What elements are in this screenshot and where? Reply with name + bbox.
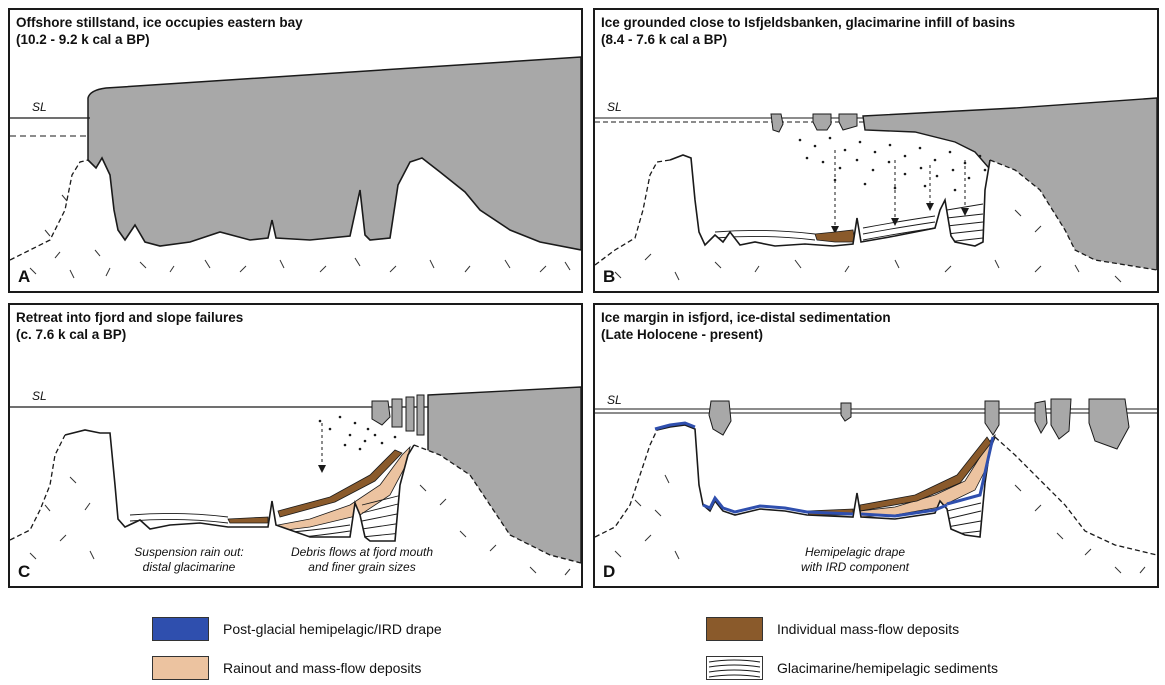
panel-b-sketch — [595, 97, 1157, 291]
panel-c-sea-level-label: SL — [32, 389, 47, 403]
legend-item-mass-flow: Individual mass-flow deposits — [706, 616, 959, 642]
panel-b-title-line1: Ice grounded close to Isfjeldsbanken, gl… — [601, 15, 1016, 30]
panel-a-title: Offshore stillstand, ice occupies easter… — [16, 14, 303, 48]
panel-b-sea-level-label: SL — [607, 100, 622, 114]
legend-swatch-mass-flow — [706, 617, 763, 641]
panel-c-rainout-note: Suspension rain out: distal glacimarine — [114, 545, 264, 575]
legend-label-mass-flow: Individual mass-flow deposits — [777, 621, 960, 637]
panel-d-title-line1: Ice margin in isfjord, ice-distal sedime… — [601, 310, 891, 325]
panel-d: Ice margin in isfjord, ice-distal sedime… — [593, 303, 1159, 588]
panel-a-title-line2: (10.2 - 9.2 k cal a BP) — [16, 32, 150, 47]
panel-c-rainout-note-line1: Suspension rain out: — [134, 545, 244, 559]
panel-c-title-line1: Retreat into fjord and slope failures — [16, 310, 244, 325]
legend-swatch-glacimarine — [706, 656, 763, 680]
panel-c-title: Retreat into fjord and slope failures (c… — [16, 309, 243, 343]
legend-item-glacimarine: Glacimarine/hemipelagic sediments — [706, 655, 998, 681]
panel-d-drape-note-line2: with IRD component — [800, 560, 910, 574]
panel-d-title: Ice margin in isfjord, ice-distal sedime… — [601, 309, 891, 343]
panel-d-sketch — [595, 398, 1157, 586]
panel-b-title-line2: (8.4 - 7.6 k cal a BP) — [601, 32, 728, 47]
panel-c-debris-note-line2: and finer grain sizes — [308, 560, 416, 574]
legend-swatch-drape — [152, 617, 209, 641]
panel-a-sea-level-label: SL — [32, 100, 47, 114]
panel-c-debris-note-line1: Debris flows at fjord mouth — [290, 545, 434, 559]
panel-d-letter: D — [603, 562, 616, 581]
panel-b-title: Ice grounded close to Isfjeldsbanken, gl… — [601, 14, 1015, 48]
panel-c-sketch — [10, 386, 581, 586]
legend-item-drape: Post-glacial hemipelagic/IRD drape — [152, 616, 442, 642]
legend-item-rainout: Rainout and mass-flow deposits — [152, 655, 421, 681]
panel-c-debris-note: Debris flows at fjord mouth and finer gr… — [272, 545, 452, 575]
panel-c-rainout-note-line2: distal glacimarine — [142, 560, 236, 574]
legend-label-rainout: Rainout and mass-flow deposits — [223, 660, 422, 676]
panel-d-sea-level-label: SL — [607, 393, 622, 407]
panel-b-letter: B — [603, 267, 616, 286]
panel-a-sketch — [10, 56, 581, 291]
panel-d-drape-note: Hemipelagic drape with IRD component — [775, 545, 935, 575]
legend-swatch-rainout — [152, 656, 209, 680]
panel-a-letter: A — [18, 267, 31, 286]
panel-a-title-line1: Offshore stillstand, ice occupies easter… — [16, 15, 303, 30]
panel-a: Offshore stillstand, ice occupies easter… — [8, 8, 583, 293]
panel-d-title-line2: (Late Holocene - present) — [601, 327, 764, 342]
legend-label-drape: Post-glacial hemipelagic/IRD drape — [223, 621, 442, 637]
panel-d-drape-note-line1: Hemipelagic drape — [804, 545, 906, 559]
panel-b: Ice grounded close to Isfjeldsbanken, gl… — [593, 8, 1159, 293]
panel-c: Retreat into fjord and slope failures (c… — [8, 303, 583, 588]
panel-c-title-line2: (c. 7.6 k cal a BP) — [16, 327, 127, 342]
panel-c-letter: C — [18, 562, 31, 581]
legend-label-glacimarine: Glacimarine/hemipelagic sediments — [777, 660, 998, 676]
